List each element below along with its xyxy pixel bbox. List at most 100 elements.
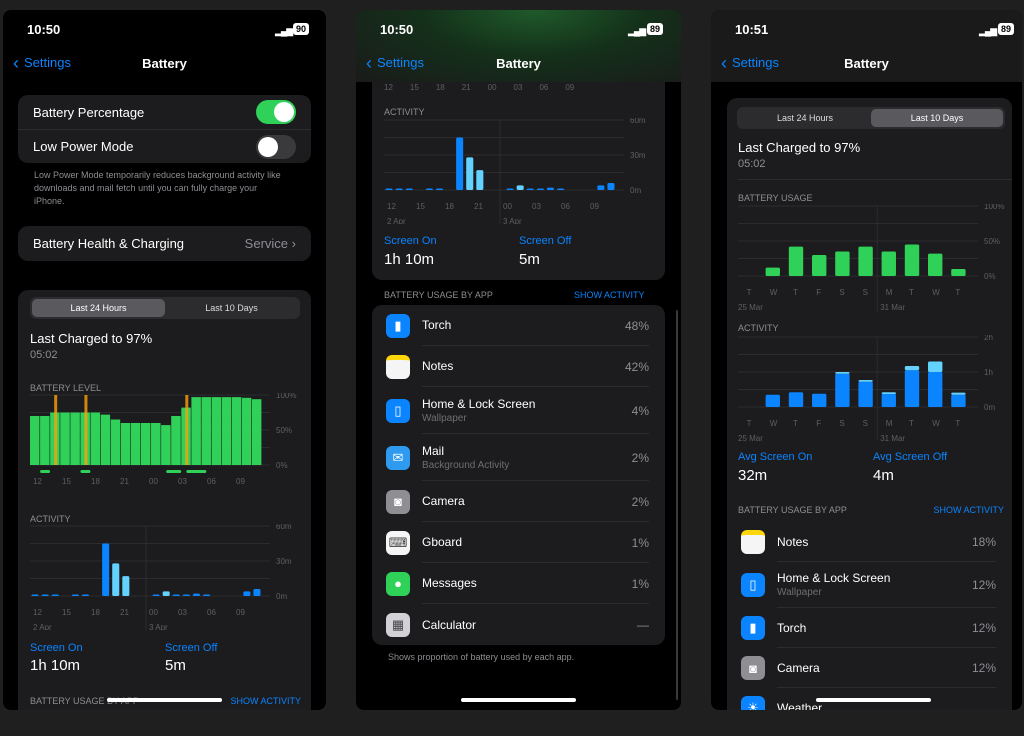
x-tick-label: T	[955, 288, 960, 297]
back-button[interactable]: ‹ Settings	[721, 54, 779, 72]
bar	[110, 419, 121, 465]
chevron-right-icon: ›	[291, 236, 296, 251]
app-row[interactable]: ⌨ Gboard 1%	[372, 522, 665, 563]
bar	[928, 253, 943, 276]
x-tick-label: 18	[91, 477, 100, 486]
battery-usage-label: Battery Usage	[738, 193, 813, 203]
app-name: Home & Lock Screen	[777, 571, 891, 585]
app-row[interactable]: ◙ Camera 2%	[372, 481, 665, 522]
app-row[interactable]: ✉ Mail Background Activity 2%	[372, 434, 665, 481]
app-row[interactable]: Notes 18%	[727, 522, 1012, 562]
bar	[536, 188, 544, 190]
x-tick-label: W	[932, 419, 940, 428]
app-row[interactable]: ▮ Torch 12%	[727, 608, 1012, 648]
bar	[162, 591, 170, 596]
tab-last-24-hours[interactable]: Last 24 Hours	[776, 113, 834, 123]
x-tick-label: 18	[91, 608, 100, 617]
battery-health-value: Service	[244, 236, 289, 251]
x-tick-label: 09	[590, 202, 599, 211]
show-activity-button[interactable]: SHOW ACTIVITY	[933, 505, 1004, 515]
bar	[71, 594, 79, 596]
app-name: Home & Lock Screen	[422, 396, 536, 411]
bar	[466, 157, 474, 190]
bar	[151, 423, 161, 465]
app-row[interactable]: ▮ Torch 48%	[372, 305, 665, 346]
bar	[253, 589, 261, 596]
range-segmented-control: Last 24 Hours Last 10 Days	[30, 297, 300, 319]
scrollbar[interactable]	[676, 310, 678, 700]
y-tick-label: 1h	[984, 368, 993, 377]
charging-marker	[54, 395, 58, 465]
battery-level-label: Battery Level	[30, 383, 102, 393]
battery-percentage-toggle[interactable]	[256, 100, 296, 124]
y-tick-label: 60m	[276, 524, 292, 531]
back-button[interactable]: ‹ Settings	[13, 52, 71, 73]
x-tick-label: 21	[120, 477, 129, 486]
phone-screen-3: 10:51 ▂▄▆ 89 ‹ Settings Battery Last 24 H…	[711, 10, 1022, 710]
last-charged-time: 05:02	[738, 158, 766, 170]
x-tick-label: W	[770, 419, 778, 428]
x-tick-label: M	[886, 288, 893, 297]
app-name: Calculator	[422, 617, 477, 632]
bar	[122, 576, 130, 596]
notes-icon	[741, 530, 765, 554]
bar	[251, 399, 262, 465]
mail-icon: ✉	[386, 445, 410, 470]
app-row[interactable]: ☀ Weather	[727, 688, 1012, 710]
bar	[951, 394, 966, 407]
app-name: Notes	[422, 359, 454, 373]
app-row[interactable]: ◙ Camera 12%	[727, 648, 1012, 688]
x-tick-label: 18	[445, 202, 454, 211]
charging-marker	[84, 395, 88, 465]
app-percentage: —	[637, 617, 649, 632]
notes-icon	[386, 354, 410, 379]
bar	[182, 594, 190, 596]
tab-last-24-hours[interactable]: Last 24 Hours	[32, 299, 165, 317]
y-tick-label: 30m	[276, 557, 292, 566]
app-row[interactable]: ● Messages 1%	[372, 563, 665, 604]
app-row[interactable]: ▦ Calculator —	[372, 604, 665, 645]
date-label: 3 Apr	[503, 217, 522, 224]
battery-icon: 89	[998, 23, 1015, 35]
screen-off-label: Screen Off	[519, 235, 572, 247]
status-time: 10:50	[380, 22, 414, 37]
tab-last-10-days[interactable]: Last 10 Days	[205, 303, 258, 313]
x-tick-label: W	[932, 288, 940, 297]
phone-screen-2: 60m 30m 0m 12 15 18 21 00 03 06 09 2 Apr 3 Apr Activ…	[356, 10, 681, 710]
date-label: 31 Mar	[880, 434, 905, 441]
tab-last-10-days[interactable]: Last 10 Days	[871, 109, 1003, 127]
app-row[interactable]: ▯ Home & Lock Screen Wallpaper 12%	[727, 562, 1012, 608]
home-indicator[interactable]	[816, 698, 931, 702]
show-activity-button[interactable]: SHOW ACTIVITY	[230, 696, 301, 706]
home-indicator[interactable]	[107, 698, 222, 702]
bar	[395, 188, 403, 190]
x-tick-label: 00	[149, 608, 158, 617]
show-activity-button[interactable]: SHOW ACTIVITY	[574, 290, 645, 300]
home-indicator[interactable]	[461, 698, 576, 702]
back-button[interactable]: ‹ Settings	[366, 54, 424, 72]
app-row[interactable]: Notes 42%	[372, 346, 665, 387]
battery-health-row[interactable]: Battery Health & Charging Service ›	[18, 226, 311, 261]
app-percentage: 2%	[631, 494, 649, 509]
app-row[interactable]: ▯ Home & Lock Screen Wallpaper 4%	[372, 387, 665, 434]
bar	[41, 594, 49, 596]
status-time: 10:51	[735, 22, 769, 37]
charging-indicator	[186, 470, 207, 473]
last-charged-time: 05:02	[30, 349, 58, 361]
x-tick-label: T	[747, 419, 752, 428]
screen-on-value: 1h 10m	[384, 251, 435, 268]
x-tick-label: 21	[120, 608, 129, 617]
bar	[130, 423, 141, 465]
chevron-left-icon: ‹	[13, 52, 19, 73]
battery-usage-chart: 100% 50% 0% T W T F S S M T W T 25 Mar 31 Mar	[738, 204, 1004, 312]
low-power-mode-toggle[interactable]	[256, 134, 296, 159]
avg-screen-off-value: 4m	[873, 467, 894, 484]
bar	[546, 187, 554, 190]
last-charged: Last Charged to 97%	[738, 140, 861, 155]
app-subtitle: Wallpaper	[777, 587, 822, 598]
x-tick-label: T	[747, 288, 752, 297]
bar	[556, 188, 565, 190]
phone-screen-1: 10:50 ▂▄▆ 90 ‹ Settings Battery Battery P…	[3, 10, 326, 710]
x-tick-label: 00	[503, 202, 512, 211]
low-power-mode-row: Low Power Mode	[18, 129, 311, 163]
